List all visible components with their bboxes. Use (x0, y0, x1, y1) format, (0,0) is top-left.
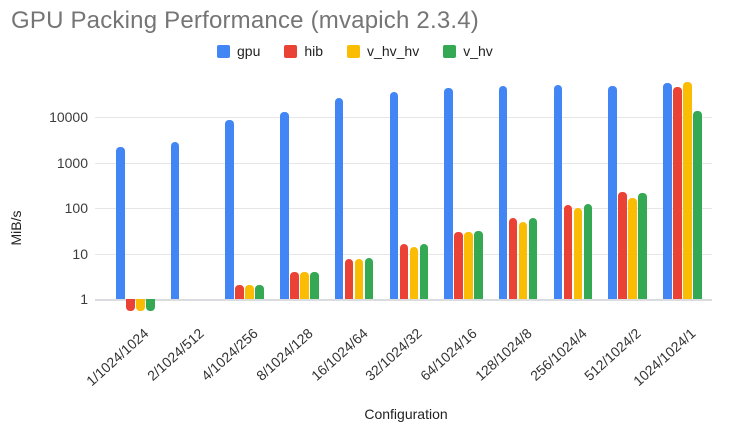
bar-hib (126, 299, 135, 311)
bar-gpu (444, 88, 453, 299)
legend-swatch-icon (217, 44, 230, 58)
bar-hib (344, 258, 354, 299)
x-tick-label: 2/1024/512 (143, 325, 207, 384)
y-tick-label: 10 (72, 245, 88, 262)
bar-gpu (280, 111, 289, 299)
x-tick-label: 256/1024/4 (526, 325, 590, 384)
bar-hib (235, 285, 244, 299)
legend-item-hib: hib (284, 43, 323, 59)
bar-gpu (170, 142, 180, 299)
legend-item-v_hv_hv: v_hv_hv (347, 43, 419, 59)
bar-v_hv (583, 203, 593, 299)
x-axis-baseline (95, 298, 712, 301)
bar-gpu (663, 83, 672, 299)
bar-v_hv (364, 258, 374, 299)
bar-v_hv (474, 231, 483, 299)
bar-v_hv (255, 285, 264, 299)
x-tick-label: 128/1024/8 (471, 325, 535, 384)
y-tick-label: 1 (80, 291, 88, 307)
y-tick-label: 10000 (49, 109, 88, 125)
y-tick-label: 1000 (56, 154, 88, 171)
legend-label: v_hv (463, 43, 493, 59)
bar-hib (290, 272, 299, 299)
bar-hib (508, 218, 518, 299)
bar-v_hv (528, 218, 538, 299)
bar-gpu (225, 120, 234, 299)
bar-gpu (498, 86, 508, 299)
bar-v_hv (638, 192, 647, 299)
bar-hib (454, 231, 463, 299)
x-tick-label: 64/1024/16 (417, 325, 480, 384)
x-tick-label: 4/1024/256 (198, 325, 262, 384)
bar-gpu (116, 146, 125, 299)
bar-v_hv_hv (683, 82, 692, 299)
legend-label: v_hv_hv (367, 43, 420, 59)
bar-v_hv_hv (464, 232, 473, 299)
bar-gpu (334, 98, 344, 299)
bar-v_hv (310, 271, 319, 299)
legend: gpu hib v_hv_hv v_hv (217, 43, 493, 59)
bar-v_hv_hv (136, 299, 145, 311)
y-axis-title: MiB/s (8, 210, 24, 246)
bar-v_hv_hv (300, 272, 309, 299)
chart-title: GPU Packing Performance (mvapich 2.3.4) (11, 7, 479, 34)
legend-item-v_hv: v_hv (443, 43, 493, 59)
bar-v_hv (146, 299, 155, 311)
bar-gpu (389, 92, 398, 299)
gridline (95, 162, 712, 164)
bar-v_hv_hv (354, 258, 364, 299)
bar-gpu (553, 85, 563, 299)
bar-v_hv (419, 244, 428, 299)
x-tick-label: 32/1024/32 (362, 325, 426, 384)
x-axis-title: Configuration (364, 406, 448, 422)
legend-label: hib (304, 43, 324, 59)
bar-hib (618, 191, 627, 299)
legend-label: gpu (237, 43, 261, 59)
bar-v_hv_hv (518, 221, 528, 299)
bar-v_hv_hv (409, 246, 418, 299)
bar-hib (399, 244, 408, 299)
bar-v_hv_hv (245, 285, 254, 299)
bar-hib (673, 87, 682, 299)
gridline (95, 117, 712, 118)
x-tick-label: 1/1024/1024 (83, 325, 152, 389)
bar-v_hv_hv (573, 208, 583, 299)
legend-swatch-icon (284, 44, 298, 58)
bar-v_hv (693, 111, 702, 299)
bar-hib (563, 204, 573, 299)
y-tick-label: 100 (64, 200, 88, 216)
legend-item-gpu: gpu (217, 43, 260, 59)
x-tick-label: 8/1024/128 (253, 325, 316, 384)
bar-gpu (608, 86, 617, 299)
legend-swatch-icon (443, 44, 457, 58)
gridline (95, 208, 712, 209)
legend-swatch-icon (347, 44, 361, 58)
x-tick-label: 16/1024/64 (307, 325, 371, 384)
bar-v_hv_hv (628, 198, 637, 299)
